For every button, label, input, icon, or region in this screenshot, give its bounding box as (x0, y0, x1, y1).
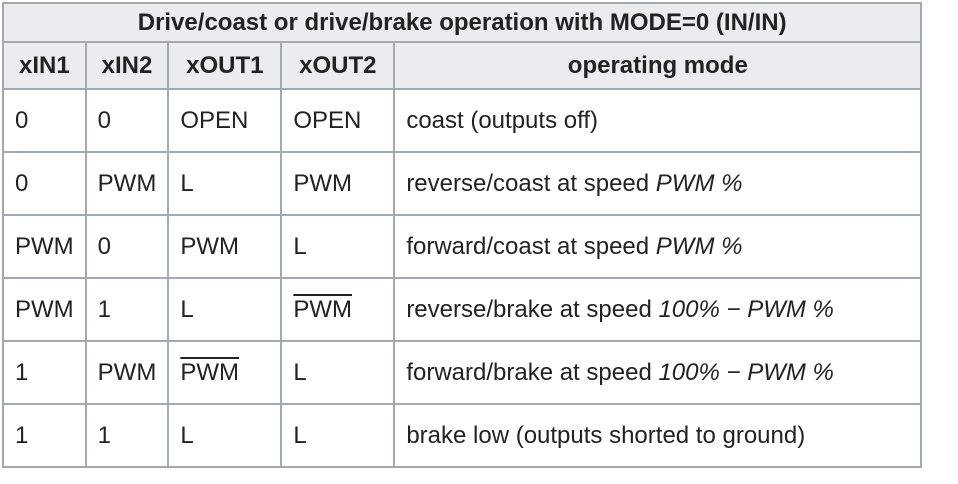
cell-xin1: 1 (2, 403, 87, 468)
cell-xout1: PWM (167, 214, 283, 279)
cell-operating-mode: reverse/coast at speed PWM % (393, 151, 923, 216)
table-row: 0 0 OPEN OPEN coast (outputs off) (2, 88, 923, 153)
mode-text: coast (outputs off) (406, 106, 598, 134)
cell-xin2: 0 (84, 88, 170, 153)
cell-xin1: PWM (2, 214, 87, 279)
table-row: 1 1 L L brake low (outputs shorted to gr… (2, 403, 923, 468)
header-operating-mode: operating mode (393, 41, 923, 90)
table-row: PWM 0 PWM L forward/coast at speed PWM % (2, 214, 923, 279)
mode-speed: PWM % (655, 232, 743, 260)
cell-xin2: 1 (84, 403, 170, 468)
cell-operating-mode: coast (outputs off) (393, 88, 923, 153)
cell-operating-mode: brake low (outputs shorted to ground) (393, 403, 923, 468)
table-row: 0 PWM L PWM reverse/coast at speed PWM % (2, 151, 923, 216)
cell-xin2: PWM (84, 151, 170, 216)
cell-xout2: PWM (280, 277, 396, 342)
cell-xin2: 0 (84, 214, 170, 279)
cell-xin2: PWM (84, 340, 170, 405)
cell-operating-mode: reverse/brake at speed 100% − PWM % (393, 277, 923, 342)
inverted-pwm: PWM (293, 295, 352, 323)
cell-xout1: PWM (167, 340, 283, 405)
inverted-pwm: PWM (180, 358, 239, 386)
cell-operating-mode: forward/brake at speed 100% − PWM % (393, 340, 923, 405)
cell-xin1: PWM (2, 277, 87, 342)
cell-xout1: L (167, 403, 283, 468)
header-xin1: xIN1 (2, 41, 87, 90)
table-caption: Drive/coast or drive/brake operation wit… (1, 2, 923, 43)
table-row: PWM 1 L PWM reverse/brake at speed 100% … (2, 277, 923, 342)
cell-xout2: L (280, 340, 396, 405)
cell-xout2: OPEN (280, 88, 396, 153)
truth-table-container: Drive/coast or drive/brake operation wit… (1, 2, 923, 468)
table-header-row: xIN1 xIN2 xOUT1 xOUT2 operating mode (2, 41, 923, 90)
cell-xout1: L (167, 151, 283, 216)
mode-text: brake low (outputs shorted to ground) (406, 421, 806, 449)
mode-text: reverse/brake at speed (406, 295, 659, 323)
mode-text: forward/coast at speed (406, 232, 656, 260)
table-caption-row: Drive/coast or drive/brake operation wit… (1, 2, 923, 43)
cell-xout1: OPEN (167, 88, 283, 153)
table-row: 1 PWM PWM L forward/brake at speed 100% … (2, 340, 923, 405)
cell-xout1: L (167, 277, 283, 342)
mode-text: reverse/coast at speed (406, 169, 656, 197)
cell-xin2: 1 (84, 277, 170, 342)
header-xout2: xOUT2 (280, 41, 396, 90)
cell-xout2: L (280, 214, 396, 279)
header-xin2: xIN2 (84, 41, 170, 90)
cell-xout2: PWM (280, 151, 396, 216)
cell-xin1: 0 (2, 151, 87, 216)
mode-speed: PWM % (655, 169, 743, 197)
mode-speed: 100% − PWM % (658, 295, 834, 323)
cell-operating-mode: forward/coast at speed PWM % (393, 214, 923, 279)
mode-speed: 100% − PWM % (658, 358, 834, 386)
header-xout1: xOUT1 (167, 41, 283, 90)
cell-xout2: L (280, 403, 396, 468)
mode-text: forward/brake at speed (406, 358, 659, 386)
cell-xin1: 0 (2, 88, 87, 153)
cell-xin1: 1 (2, 340, 87, 405)
drive-mode-table: Drive/coast or drive/brake operation wit… (1, 2, 923, 468)
